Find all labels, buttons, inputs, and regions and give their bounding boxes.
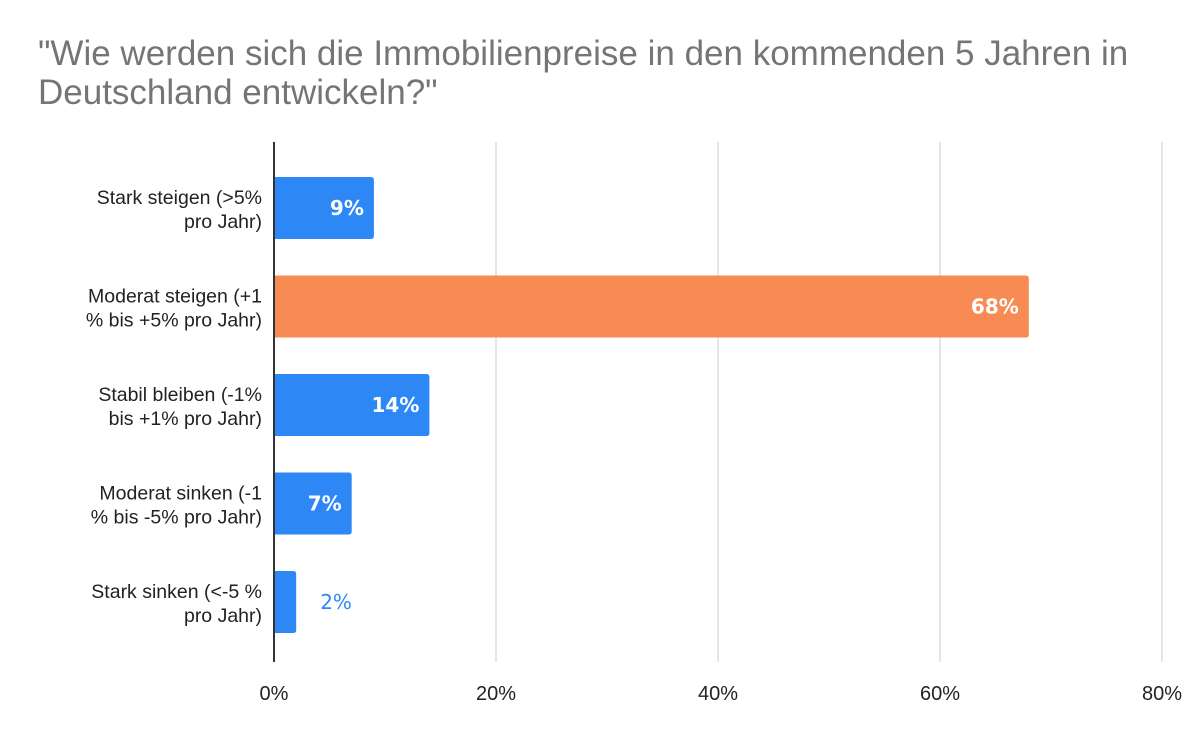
- bar: [274, 275, 1029, 338]
- x-tick-label: 80%: [1142, 683, 1182, 705]
- category-label: pro Jahr): [184, 605, 262, 627]
- category-label: pro Jahr): [184, 211, 262, 233]
- category-label: Moderat steigen (+1: [88, 286, 262, 308]
- category-label: % bis +5% pro Jahr): [86, 310, 262, 332]
- data-label: 14%: [372, 393, 420, 417]
- category-label: Moderat sinken (-1: [99, 483, 262, 505]
- chart-title: "Wie werden sich die Immobilienpreise in…: [38, 34, 1129, 112]
- category-label: bis +1% pro Jahr): [109, 408, 262, 430]
- data-label: 68%: [971, 295, 1019, 319]
- x-tick-label: 60%: [920, 683, 960, 705]
- category-label: % bis -5% pro Jahr): [91, 507, 262, 529]
- bar: [274, 177, 374, 239]
- data-label: 2%: [320, 590, 352, 614]
- category-label: Stark steigen (>5%: [97, 187, 262, 209]
- bar: [274, 571, 297, 633]
- bar: [274, 472, 352, 535]
- x-tick-label: 0%: [260, 683, 289, 705]
- data-label: 7%: [308, 492, 342, 516]
- category-label: Stark sinken (<-5 %: [91, 581, 262, 603]
- bar: [274, 374, 430, 436]
- x-tick-label: 40%: [698, 683, 738, 705]
- data-label: 9%: [330, 196, 364, 220]
- category-label: Stabil bleiben (-1%: [98, 384, 262, 406]
- x-tick-label: 20%: [476, 683, 516, 705]
